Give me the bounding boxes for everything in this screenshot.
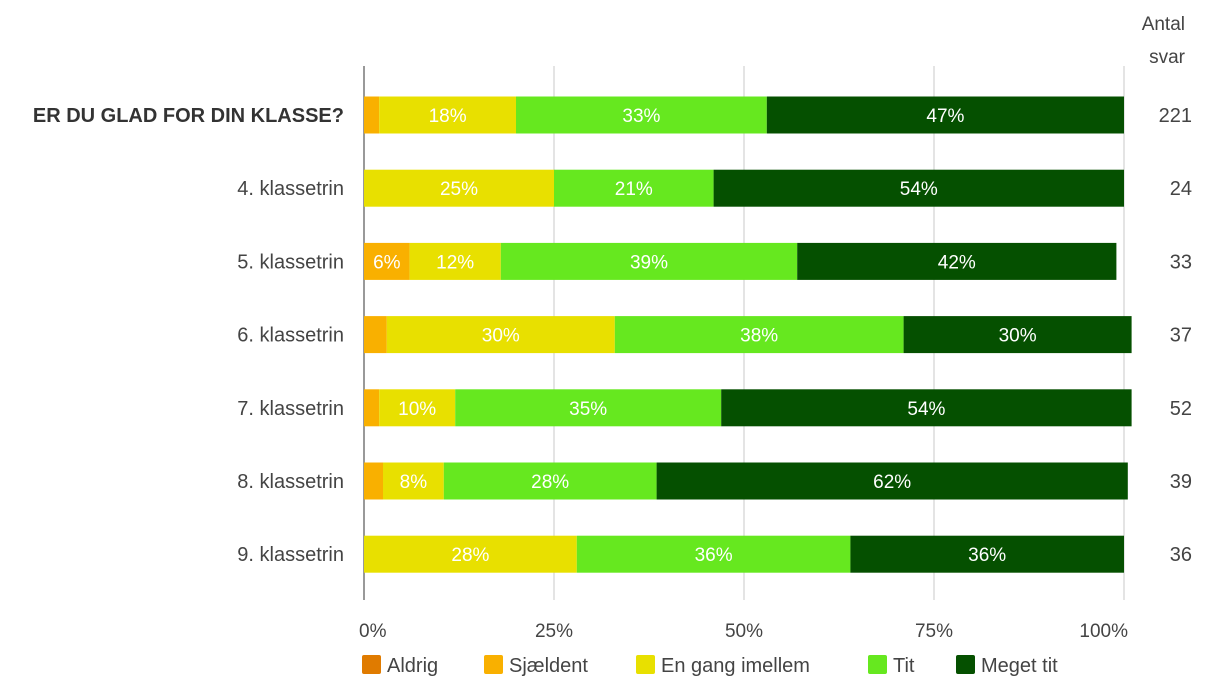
data-label: 18% xyxy=(429,106,467,127)
bar-segment xyxy=(516,96,767,134)
legend-label: Meget tit xyxy=(981,655,1058,677)
bar-segment xyxy=(364,316,387,354)
data-label: 33% xyxy=(622,106,660,127)
data-label: 36% xyxy=(968,545,1006,566)
data-label: 47% xyxy=(926,106,964,127)
x-tick-label: 50% xyxy=(725,621,763,642)
data-label: 54% xyxy=(900,179,938,200)
data-label: 35% xyxy=(569,399,607,420)
bar-segment xyxy=(364,389,380,427)
bar-segment xyxy=(443,462,657,500)
count-column: Antal svar 221 24 33 37 52 39 36 xyxy=(1142,14,1192,566)
category-label: 4. klassetrin xyxy=(237,178,344,200)
data-label: 54% xyxy=(907,399,945,420)
category-label: 6. klassetrin xyxy=(237,325,344,347)
category-label: 9. klassetrin xyxy=(237,544,344,566)
x-tick-label: 100% xyxy=(1079,621,1128,642)
bar-segment xyxy=(500,242,798,280)
data-label: 39% xyxy=(630,252,668,273)
bar-segment xyxy=(379,389,456,427)
category-labels: ER DU GLAD FOR DIN KLASSE? 4. klassetrin 5… xyxy=(33,105,344,566)
bar-segment xyxy=(656,462,1128,500)
bar-segment xyxy=(379,96,516,134)
data-label: 36% xyxy=(695,545,733,566)
count-value: 39 xyxy=(1170,471,1192,493)
x-tick-label: 0% xyxy=(359,621,387,642)
count-header-line2: svar xyxy=(1149,47,1186,68)
legend-swatch xyxy=(362,655,381,674)
bar-segment xyxy=(554,169,714,207)
legend-label: Sjældent xyxy=(509,655,588,677)
count-value: 37 xyxy=(1170,325,1192,347)
bar-segment xyxy=(455,389,722,427)
data-label: 30% xyxy=(999,326,1037,347)
bar-segment xyxy=(364,169,554,207)
bar-segment xyxy=(614,316,904,354)
count-value: 33 xyxy=(1170,251,1192,273)
bars: 18% 33% 47% 25% 21% 54% 6% 12% 39% 42% 30% 38% 30% 10… xyxy=(364,96,1132,573)
legend-swatch xyxy=(956,655,975,674)
bar-segment xyxy=(576,535,851,573)
data-label: 8% xyxy=(400,472,428,493)
data-label: 38% xyxy=(740,326,778,347)
legend-label: Tit xyxy=(893,655,915,677)
x-axis-ticks: 0% 25% 50% 75% 100% xyxy=(359,621,1128,642)
data-label: 42% xyxy=(938,252,976,273)
bar-segment xyxy=(364,535,577,573)
legend-label: En gang imellem xyxy=(661,655,810,677)
count-value: 24 xyxy=(1170,178,1192,200)
data-label: 12% xyxy=(436,252,474,273)
bar-segment xyxy=(797,242,1117,280)
legend: Aldrig Sjældent En gang imellem Tit Meget ti… xyxy=(362,655,1058,677)
bar-segment xyxy=(364,242,410,280)
bar-segment xyxy=(364,462,383,500)
bar-segment xyxy=(364,96,380,134)
data-label: 28% xyxy=(451,545,489,566)
x-tick-label: 75% xyxy=(915,621,953,642)
count-value: 36 xyxy=(1170,544,1192,566)
data-label: 6% xyxy=(373,252,401,273)
legend-label: Aldrig xyxy=(387,655,438,677)
bar-segment xyxy=(409,242,501,280)
bar-segment xyxy=(386,316,615,354)
bar-segment xyxy=(713,169,1124,207)
bar-segment xyxy=(721,389,1132,427)
question-label: ER DU GLAD FOR DIN KLASSE? xyxy=(33,105,344,127)
category-label: 7. klassetrin xyxy=(237,398,344,420)
legend-swatch xyxy=(636,655,655,674)
data-label: 28% xyxy=(531,472,569,493)
data-label: 30% xyxy=(482,326,520,347)
bar-segment xyxy=(903,316,1132,354)
data-label: 21% xyxy=(615,179,653,200)
count-value: 52 xyxy=(1170,398,1192,420)
data-label: 10% xyxy=(398,399,436,420)
bar-segment xyxy=(766,96,1124,134)
legend-swatch xyxy=(484,655,503,674)
data-label: 25% xyxy=(440,179,478,200)
count-header-line1: Antal xyxy=(1142,14,1185,35)
count-value: 221 xyxy=(1159,105,1192,127)
category-label: 5. klassetrin xyxy=(237,251,344,273)
bar-segment xyxy=(383,462,444,500)
bar-segment xyxy=(850,535,1124,573)
legend-swatch xyxy=(868,655,887,674)
x-tick-label: 25% xyxy=(535,621,573,642)
data-label: 62% xyxy=(873,472,911,493)
category-label: 8. klassetrin xyxy=(237,471,344,493)
